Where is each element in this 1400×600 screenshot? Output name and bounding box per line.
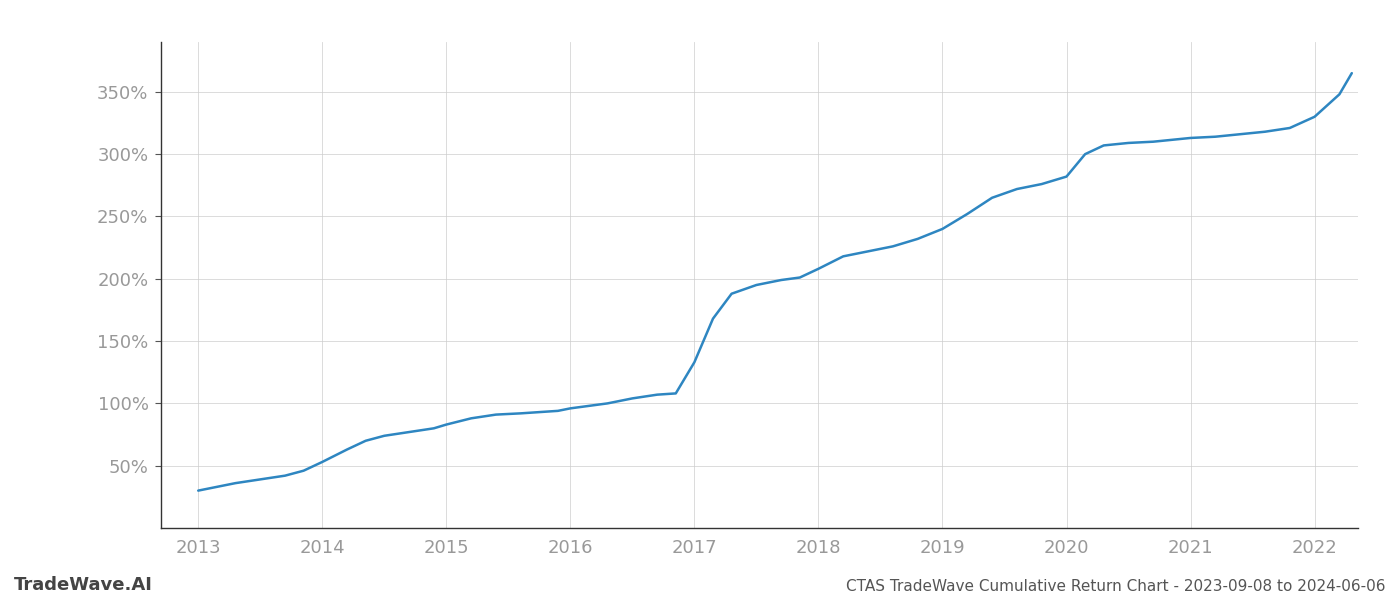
Text: CTAS TradeWave Cumulative Return Chart - 2023-09-08 to 2024-06-06: CTAS TradeWave Cumulative Return Chart -… bbox=[847, 579, 1386, 594]
Text: TradeWave.AI: TradeWave.AI bbox=[14, 576, 153, 594]
